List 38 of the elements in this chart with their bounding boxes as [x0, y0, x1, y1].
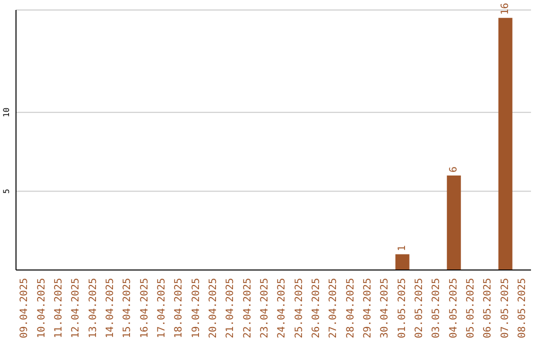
x-tick-label: 20.04.2025 — [208, 278, 219, 338]
x-tick-label: 29.04.2025 — [362, 278, 374, 338]
x-tick-label: 30.04.2025 — [380, 278, 391, 338]
x-tick-label: 10.04.2025 — [36, 278, 48, 338]
x-tick-label: 05.05.2025 — [465, 278, 476, 338]
y-tick-label: 5 — [2, 188, 11, 194]
x-tick-label: 24.04.2025 — [276, 278, 288, 338]
y-tick-label: 10 — [2, 107, 11, 118]
x-tick-label: 16.04.2025 — [139, 278, 150, 338]
data-label: 16 — [500, 2, 511, 15]
x-tick-label: 03.05.2025 — [431, 278, 442, 338]
data-label: 1 — [396, 245, 408, 252]
x-tick-label: 25.04.2025 — [294, 278, 305, 338]
x-tick-label: 17.04.2025 — [156, 278, 168, 338]
x-tick-label: 09.04.2025 — [19, 278, 30, 338]
x-tick-label: 02.05.2025 — [414, 278, 425, 338]
x-tick-label: 06.05.2025 — [482, 278, 494, 338]
x-tick-label: 28.04.2025 — [345, 278, 356, 338]
x-tick-label: 13.04.2025 — [88, 278, 99, 338]
bar — [446, 175, 461, 270]
x-tick-label: 07.05.2025 — [500, 278, 511, 338]
bar — [395, 254, 410, 270]
x-tick-label: 01.05.2025 — [396, 278, 408, 338]
x-tick-label: 08.05.2025 — [516, 278, 528, 338]
x-tick-label: 21.04.2025 — [225, 278, 236, 338]
x-tick-label: 26.04.2025 — [310, 278, 322, 338]
x-tick-label: 22.04.2025 — [242, 278, 254, 338]
x-tick-label: 04.05.2025 — [448, 278, 460, 338]
x-tick-label: 15.04.2025 — [122, 278, 134, 338]
data-label: 6 — [448, 166, 460, 172]
x-tick-label: 11.04.2025 — [53, 278, 64, 338]
x-tick-label: 19.04.2025 — [190, 278, 202, 338]
x-tick-label: 18.04.2025 — [174, 278, 185, 338]
bar — [498, 18, 512, 270]
x-tick-label: 12.04.2025 — [70, 278, 82, 338]
x-tick-label: 27.04.2025 — [328, 278, 340, 338]
x-tick-label: 14.04.2025 — [104, 278, 116, 338]
x-tick-label: 23.04.2025 — [259, 278, 270, 338]
